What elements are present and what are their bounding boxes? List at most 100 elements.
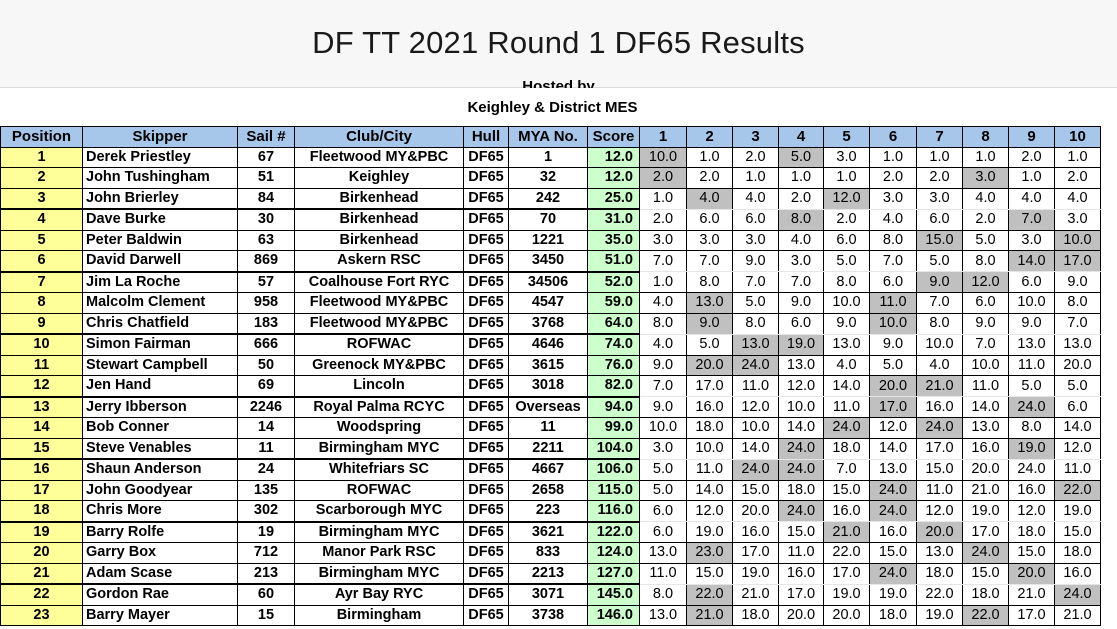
skipper-cell: Gordon Rae — [82, 583, 238, 606]
race-score-cell: 18.0 — [916, 562, 963, 585]
hull-cell: DF65 — [463, 500, 509, 523]
race-score-cell: 15.0 — [732, 479, 779, 501]
sail-number-cell: 24 — [237, 458, 295, 481]
race-score-cell: 2.0 — [916, 167, 963, 189]
race-score-cell: 6.0 — [962, 292, 1009, 314]
race-score-cell: 15.0 — [869, 542, 917, 564]
race-score-cell: 3.0 — [823, 146, 870, 168]
position-cell: 5 — [0, 229, 83, 251]
sail-number-cell: 57 — [237, 271, 295, 293]
race-score-cell: 4.0 — [639, 333, 687, 356]
race-score-cell: 6.0 — [823, 229, 870, 251]
results-table: Position Skipper Sail # Club/City Hull MYA No… — [0, 126, 1101, 626]
hull-cell: DF65 — [463, 458, 509, 481]
race-score-cell: 5.0 — [962, 229, 1009, 251]
table-row: 9 Chris Chatfield 183 Fleetwood MY&PBC DF65 3… — [0, 312, 1101, 335]
race-score-cell: 16.0 — [1008, 479, 1055, 501]
club-cell: Fleetwood MY&PBC — [294, 146, 464, 168]
club-cell: Manor Park RSC — [294, 542, 464, 564]
position-cell: 19 — [0, 521, 83, 543]
sail-number-cell: 2246 — [237, 396, 295, 418]
column-header: Position — [0, 126, 83, 148]
column-header: 1 — [639, 126, 687, 148]
race-score-discarded-cell: 21.0 — [823, 521, 870, 543]
skipper-cell: Stewart Campbell — [82, 354, 238, 376]
score-cell: 104.0 — [587, 437, 640, 460]
race-score-cell: 4.0 — [916, 354, 963, 376]
sail-number-cell: 50 — [237, 354, 295, 376]
race-score-cell: 10.0 — [639, 417, 687, 439]
hull-cell: DF65 — [463, 187, 509, 210]
race-score-cell: 16.0 — [962, 437, 1009, 460]
race-score-cell: 19.0 — [823, 583, 870, 606]
skipper-cell: Dave Burke — [82, 208, 238, 231]
score-cell: 59.0 — [587, 292, 640, 314]
race-score-cell: 5.0 — [916, 250, 963, 272]
race-score-discarded-cell: 24.0 — [869, 479, 917, 501]
skipper-cell: John Goodyear — [82, 479, 238, 501]
table-row: 18 Chris More 302 Scarborough MYC DF65 223 116… — [0, 500, 1101, 523]
skipper-cell: John Tushingham — [82, 167, 238, 189]
hull-cell: DF65 — [463, 229, 509, 251]
race-score-cell: 19.0 — [962, 500, 1009, 522]
race-score-cell: 5.0 — [869, 354, 917, 376]
race-score-discarded-cell: 19.0 — [1008, 437, 1055, 460]
score-cell: 12.0 — [587, 167, 640, 189]
race-score-cell: 5.0 — [686, 333, 733, 356]
race-score-cell: 3.0 — [1054, 208, 1101, 231]
club-cell: Birmingham MYC — [294, 437, 464, 460]
race-score-cell: 6.0 — [1008, 271, 1055, 293]
table-row: 19 Barry Rolfe 19 Birmingham MYC DF65 3621 122… — [0, 521, 1101, 543]
skipper-cell: Simon Fairman — [82, 333, 238, 356]
column-header: 7 — [916, 126, 963, 148]
race-score-cell: 18.0 — [869, 604, 917, 626]
race-score-cell: 15.0 — [1008, 542, 1055, 564]
race-score-discarded-cell: 15.0 — [916, 229, 963, 251]
sail-number-cell: 63 — [237, 229, 295, 251]
race-score-discarded-cell: 17.0 — [869, 396, 917, 418]
race-score-discarded-cell: 24.0 — [869, 562, 917, 585]
column-header: 6 — [869, 126, 917, 148]
race-score-cell: 2.0 — [778, 187, 824, 210]
race-score-discarded-cell: 24.0 — [1054, 583, 1101, 606]
race-score-discarded-cell: 9.0 — [686, 312, 733, 335]
hull-cell: DF65 — [463, 208, 509, 231]
race-score-cell: 8.0 — [639, 312, 687, 335]
title-bar: DF TT 2021 Round 1 DF65 Results — [0, 0, 1117, 88]
race-score-cell: 11.0 — [1054, 458, 1101, 481]
race-score-cell: 11.0 — [639, 562, 687, 585]
sail-number-cell: 30 — [237, 208, 295, 231]
skipper-cell: Peter Baldwin — [82, 229, 238, 251]
score-cell: 122.0 — [587, 521, 640, 543]
race-score-cell: 1.0 — [778, 167, 824, 189]
race-score-cell: 15.0 — [962, 562, 1009, 585]
race-score-cell: 16.0 — [732, 521, 779, 543]
race-score-discarded-cell: 22.0 — [962, 604, 1009, 626]
score-cell: 74.0 — [587, 333, 640, 356]
table-row: 14 Bob Conner 14 Woodspring DF65 11 99.0 10.0 18… — [0, 417, 1101, 439]
race-score-cell: 7.0 — [732, 271, 779, 293]
hull-cell: DF65 — [463, 250, 509, 273]
sail-number-cell: 183 — [237, 312, 295, 335]
race-score-cell: 19.0 — [1054, 500, 1101, 522]
race-score-cell: 11.0 — [916, 479, 963, 501]
skipper-cell: Derek Priestley — [82, 146, 238, 168]
club-cell: Birmingham — [294, 604, 464, 626]
race-score-discarded-cell: 10.0 — [869, 312, 917, 335]
mya-number-cell: 242 — [508, 187, 588, 210]
mya-number-cell: 2211 — [508, 437, 588, 460]
race-score-cell: 8.0 — [823, 271, 870, 293]
race-score-cell: 15.0 — [778, 521, 824, 543]
column-header: 2 — [686, 126, 733, 148]
race-score-cell: 12.0 — [1054, 437, 1101, 460]
race-score-cell: 20.0 — [778, 604, 824, 626]
race-score-cell: 1.0 — [869, 146, 917, 168]
club-cell: Birkenhead — [294, 229, 464, 251]
club-cell: Scarborough MYC — [294, 500, 464, 523]
position-cell: 6 — [0, 250, 83, 273]
race-score-cell: 3.0 — [1008, 229, 1055, 251]
race-score-discarded-cell: 24.0 — [778, 500, 824, 522]
table-row: 23 Barry Mayer 15 Birmingham DF65 3738 146.0 13… — [0, 604, 1101, 626]
race-score-discarded-cell: 11.0 — [869, 292, 917, 314]
column-header: Score — [587, 126, 640, 148]
